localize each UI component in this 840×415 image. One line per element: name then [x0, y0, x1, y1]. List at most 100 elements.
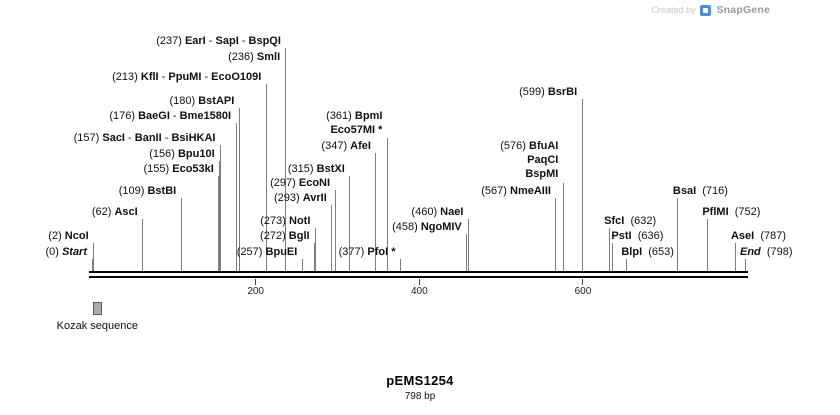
ruler-tick [582, 279, 584, 285]
enzyme-site-label[interactable]: BlpI (653) [621, 245, 674, 259]
enzyme-site-label[interactable]: (257) BpuEI [237, 245, 298, 259]
enzyme-leader-line [265, 84, 267, 271]
enzyme-site-label[interactable]: (213) KflI - PpuMI - EcoO109I [112, 70, 261, 84]
enzyme-leader-line [608, 228, 610, 271]
enzyme-site-label[interactable]: PflMI (752) [702, 205, 760, 219]
enzyme-site-label[interactable]: AseI (787) [731, 229, 786, 243]
enzyme-position: (636) [631, 230, 664, 242]
enzyme-site-label[interactable]: (180) BstAPI [169, 94, 234, 108]
enzyme-position: (653) [642, 246, 674, 258]
enzyme-position: - [169, 110, 180, 122]
enzyme-site-label[interactable]: (272) BglI [260, 229, 310, 243]
enzyme-site-label[interactable]: (155) Eco53kI [144, 162, 214, 176]
enzyme-site-label[interactable]: (236) SmlI [228, 50, 280, 64]
enzyme-site-label[interactable]: (109) BstBI [119, 184, 176, 198]
enzyme-site-label[interactable]: PstI (636) [611, 229, 663, 243]
enzyme-site-label[interactable]: (176) BaeGI - Bme1580I [109, 109, 231, 123]
enzyme-leader-line [238, 108, 240, 271]
enzyme-leader-line [142, 219, 144, 271]
enzyme-leader-line [331, 205, 333, 271]
enzyme-label-line: (293) AvrII [274, 191, 327, 205]
ruler-tick-label: 400 [410, 286, 428, 297]
enzyme-leader-line [180, 198, 182, 271]
enzyme-label-line: (155) Eco53kI [144, 162, 214, 176]
enzyme-label-line: (109) BstBI [119, 184, 176, 198]
enzyme-site-label[interactable]: (567) NmeAIII [481, 184, 551, 198]
enzyme-site-label[interactable]: BsaI (716) [673, 184, 728, 198]
enzyme-label-line: (237) EarI - SapI - BspQI [156, 34, 281, 48]
enzyme-site-label[interactable]: (157) SacI - BanII - BsiHKAI [74, 131, 216, 145]
enzyme-label-line: (2) NcoI [48, 229, 88, 243]
enzyme-name: BspQI [248, 35, 281, 47]
enzyme-site-label[interactable]: (156) Bpu10I [149, 147, 214, 161]
enzyme-leader-line [93, 243, 95, 271]
enzyme-site-label[interactable]: (0) Start [45, 245, 87, 259]
enzyme-name: EcoO109I [211, 71, 262, 83]
enzyme-label-line: (213) KflI - PpuMI - EcoO109I [112, 70, 261, 84]
enzyme-position: (458) [392, 221, 421, 233]
enzyme-name: AscI [114, 206, 138, 218]
enzyme-name: PpuMI [168, 71, 202, 83]
enzyme-label-line: (361) BpmI [326, 109, 382, 123]
enzyme-name: BlpI [621, 246, 643, 258]
enzyme-site-label[interactable]: (273) NotI [260, 214, 310, 228]
enzyme-site-label[interactable]: (599) BsrBI [519, 85, 577, 99]
enzyme-name: NaeI [440, 206, 464, 218]
enzyme-site-label[interactable]: (293) AvrII [274, 191, 327, 205]
enzyme-label-line: (157) SacI - BanII - BsiHKAI [74, 131, 216, 145]
enzyme-position: (315) [287, 163, 317, 175]
enzyme-label-line: PaqCI [500, 153, 558, 167]
enzyme-position: (272) [260, 230, 289, 242]
enzyme-leader-line [386, 138, 388, 271]
enzyme-position: (157) [73, 132, 103, 144]
enzyme-leader-line [466, 234, 468, 271]
enzyme-label-line: (297) EcoNI [270, 176, 330, 190]
enzyme-site-label[interactable]: (237) EarI - SapI - BspQI [156, 34, 281, 48]
enzyme-label-line: AseI (787) [731, 229, 786, 243]
enzyme-position: (257) [236, 246, 266, 258]
enzyme-position: (213) [112, 71, 141, 83]
enzyme-position: - [125, 132, 135, 144]
enzyme-leader-line [349, 176, 351, 271]
kozak-feature-box[interactable] [92, 302, 102, 315]
enzyme-site-label[interactable]: (347) AfeI [321, 139, 371, 153]
enzyme-label-line: (0) Start [45, 245, 87, 259]
ruler-tick [418, 279, 420, 285]
enzyme-leader-line [611, 243, 613, 271]
enzyme-leader-line [375, 153, 377, 271]
enzyme-name: PaqCI [527, 154, 559, 166]
enzyme-site-label[interactable]: SfcI (632) [604, 214, 656, 228]
enzyme-site-label[interactable]: End (798) [740, 245, 793, 259]
enzyme-label-line: (315) BstXI [288, 162, 345, 176]
enzyme-position: (236) [228, 51, 257, 63]
enzyme-site-label[interactable]: (377) PfoI * [339, 245, 396, 259]
enzyme-leader-line [314, 243, 316, 271]
created-by-text: Created by [651, 5, 696, 15]
enzyme-name: NotI [289, 215, 311, 227]
enzyme-site-label[interactable]: (315) BstXI [288, 162, 345, 176]
enzyme-name: NcoI [64, 230, 89, 242]
enzyme-position: (293) [273, 192, 303, 204]
enzyme-site-label[interactable]: (2) NcoI [48, 229, 88, 243]
enzyme-site-label[interactable]: (361) BpmI Eco57MI * [326, 109, 382, 137]
enzyme-name: BsrBI [547, 86, 578, 98]
enzyme-position: (273) [260, 215, 290, 227]
dna-strand-bottom [89, 276, 748, 278]
enzyme-position: (180) [169, 95, 199, 107]
enzyme-leader-line [301, 259, 303, 271]
enzyme-position: (798) [760, 246, 793, 258]
enzyme-position: - [201, 71, 212, 83]
enzyme-position: (109) [118, 185, 148, 197]
enzyme-leader-line [219, 161, 221, 271]
enzyme-site-label[interactable]: (576) BfuAI PaqCI BspMI [500, 139, 558, 181]
enzyme-label-line: (156) Bpu10I [149, 147, 214, 161]
enzyme-site-label[interactable]: (297) EcoNI [270, 176, 330, 190]
enzyme-site-label[interactable]: (458) NgoMIV [392, 220, 462, 234]
enzyme-name: EarI [184, 35, 206, 47]
enzyme-site-label[interactable]: (460) NaeI [411, 205, 463, 219]
enzyme-position: (176) [109, 110, 139, 122]
attribution: Created by SnapGene [651, 4, 770, 16]
enzyme-site-label[interactable]: (62) AscI [92, 205, 138, 219]
enzyme-label-line: (176) BaeGI - Bme1580I [109, 109, 231, 123]
